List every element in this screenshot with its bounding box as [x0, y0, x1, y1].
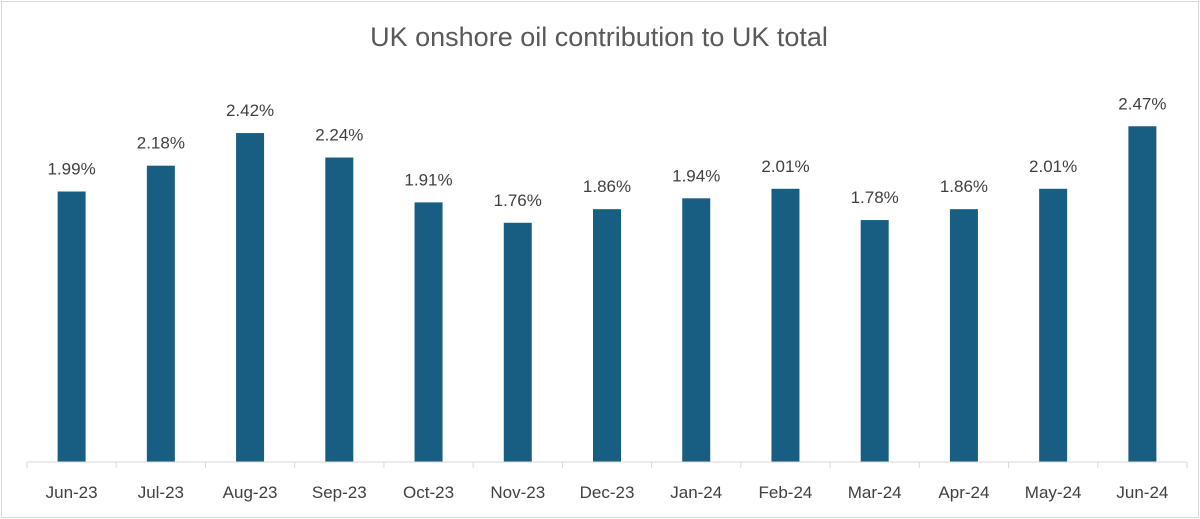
x-tick-label: Feb-24	[759, 483, 813, 502]
data-label: 1.91%	[404, 170, 452, 189]
data-label: 2.24%	[315, 126, 363, 145]
x-tick-label: Aug-23	[223, 483, 278, 502]
data-label: 1.76%	[494, 191, 542, 210]
data-label: 2.18%	[137, 134, 185, 153]
chart-title: UK onshore oil contribution to UK total	[370, 22, 828, 52]
x-tick-label: Dec-23	[580, 483, 635, 502]
data-label: 2.47%	[1118, 94, 1166, 113]
x-tick-label: Jun-24	[1116, 483, 1168, 502]
bar-jan-24	[682, 198, 711, 462]
data-labels: 1.99% 2.18% 2.42% 2.24% 1.91% 1.76% 1.86% 1.94%…	[48, 94, 1167, 210]
bar-sep-23	[325, 157, 354, 462]
x-tick-label: Apr-24	[938, 483, 989, 502]
x-tick-label: Jan-24	[670, 483, 722, 502]
bar-jun-23	[57, 191, 86, 463]
x-tick-label: Nov-23	[490, 483, 545, 502]
bar-jun-24	[1128, 126, 1157, 462]
data-label: 1.78%	[851, 188, 899, 207]
bar-dec-23	[593, 209, 621, 462]
x-axis-labels: Jun-23 Jul-23 Aug-23 Sep-23 Oct-23 Nov-23 Dec-…	[46, 483, 1169, 502]
data-label: 1.86%	[940, 177, 988, 196]
x-tick-label: Oct-23	[403, 483, 454, 502]
x-tick-label: Jul-23	[138, 483, 184, 502]
data-label: 1.94%	[672, 166, 720, 185]
data-label: 2.01%	[761, 157, 809, 176]
data-label: 2.42%	[226, 101, 274, 120]
bar-series	[57, 126, 1157, 463]
bar-aug-23	[236, 133, 265, 462]
x-tick-label: Sep-23	[312, 483, 367, 502]
bar-nov-23	[503, 222, 532, 462]
data-label: 1.99%	[48, 160, 96, 179]
bar-apr-24	[949, 209, 978, 462]
bar-may-24	[1039, 188, 1068, 463]
x-tick-label: May-24	[1025, 483, 1082, 502]
x-tick-label: Mar-24	[848, 483, 902, 502]
x-tick-label: Jun-23	[46, 483, 98, 502]
data-label: 1.86%	[583, 177, 631, 196]
x-tick-marks	[26, 462, 1188, 468]
bar-oct-23	[414, 202, 443, 463]
bar-feb-24	[771, 188, 800, 463]
bar-jul-23	[146, 165, 175, 462]
bar-mar-24	[860, 220, 889, 462]
data-label: 2.01%	[1029, 157, 1077, 176]
